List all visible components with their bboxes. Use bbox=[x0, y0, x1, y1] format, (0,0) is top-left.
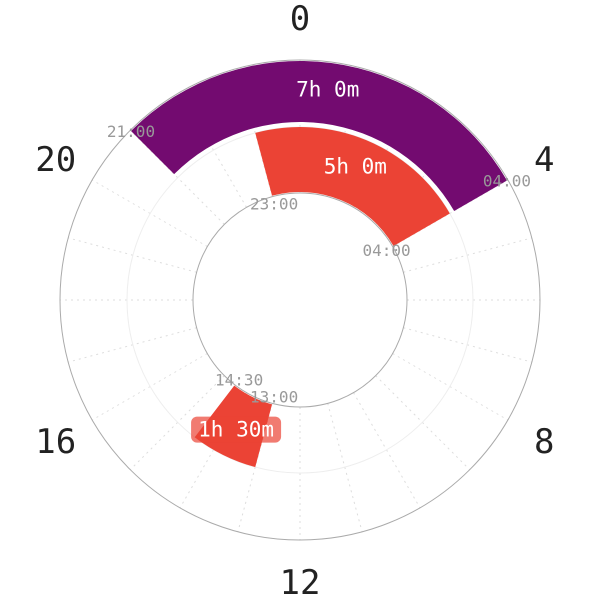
hour-tick-label: 20 bbox=[35, 140, 76, 180]
duration-label: 7h 0m bbox=[296, 77, 359, 101]
grid-circle-outer bbox=[59, 59, 541, 541]
hour-tick-label: 0 bbox=[290, 0, 310, 39]
end-time-label: 04:00 bbox=[363, 241, 411, 260]
start-time-label: 23:00 bbox=[250, 194, 298, 213]
start-time-label: 21:00 bbox=[107, 122, 155, 141]
grid-line bbox=[129, 375, 225, 471]
hour-tick-label: 16 bbox=[35, 422, 76, 462]
hour-tick-label: 8 bbox=[534, 422, 554, 462]
grid-line bbox=[375, 375, 471, 471]
duration-label-bg bbox=[191, 416, 282, 443]
grid-line bbox=[375, 129, 471, 225]
duration-label: 1h 30m bbox=[198, 418, 274, 442]
grid-circle-inner bbox=[192, 192, 408, 408]
hour-tick-label: 12 bbox=[280, 563, 321, 600]
segment-1 bbox=[255, 126, 450, 246]
end-time-label: 04:00 bbox=[483, 172, 531, 191]
hour-tick-label: 4 bbox=[534, 140, 554, 180]
start-time-label: 13:00 bbox=[250, 388, 298, 407]
segment-0 bbox=[131, 61, 507, 211]
end-time-label: 14:30 bbox=[215, 370, 263, 389]
duration-label: 5h 0m bbox=[324, 154, 387, 178]
